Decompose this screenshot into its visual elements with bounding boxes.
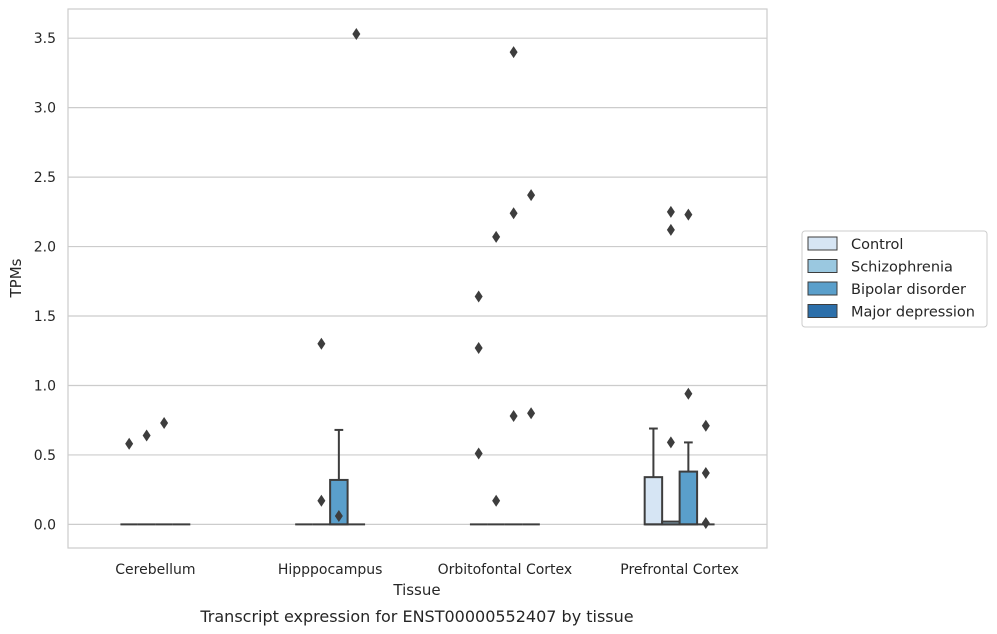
legend-swatch (807, 259, 838, 273)
y-tick-label: 1.5 (34, 309, 56, 325)
x-tick-label: Orbitofontal Cortex (438, 562, 573, 578)
outlier-point (509, 410, 518, 423)
legend-frame (801, 230, 988, 328)
x-tick-label: Cerebellum (115, 562, 195, 578)
outlier-point (474, 341, 483, 354)
outlier-point (509, 207, 518, 220)
outlier-point (492, 230, 501, 243)
outlier-point (684, 387, 693, 400)
outlier-point (334, 510, 343, 523)
legend-label: Control (851, 237, 903, 253)
y-tick-label: 3.5 (34, 31, 56, 47)
y-axis-title: TPMs (7, 258, 25, 298)
y-tick-label: 2.5 (34, 170, 56, 186)
legend-swatch (807, 304, 838, 318)
x-tick-label: Prefrontal Cortex (620, 562, 739, 578)
box-series (120, 427, 715, 526)
outlier-point (666, 436, 675, 449)
outlier-point (352, 28, 361, 41)
legend-label: Bipolar disorder (851, 282, 966, 298)
outlier-points (125, 28, 710, 529)
box-schizophrenia (661, 520, 681, 526)
outlier-point (317, 337, 326, 350)
legend-label: Major depression (851, 305, 975, 321)
box-body (643, 476, 664, 526)
outlier-point (701, 516, 710, 529)
outlier-point (492, 494, 501, 507)
y-tick-label: 3.0 (34, 101, 56, 117)
outlier-point (509, 46, 518, 59)
y-tick-label: 1.0 (34, 378, 56, 394)
outlier-point (125, 437, 134, 450)
chart-caption: Transcript expression for ENST0000055240… (199, 607, 633, 626)
y-tick-label: 0.5 (34, 448, 56, 464)
outlier-point (317, 494, 326, 507)
box-body (678, 470, 699, 526)
grid-lines (68, 37, 767, 525)
outlier-point (142, 429, 151, 442)
outlier-point (474, 447, 483, 460)
outlier-point (666, 223, 675, 236)
y-tick-label: 2.0 (34, 240, 56, 256)
x-axis-ticks: Cerebellum Hipppocampus Orbitofontal Corte… (115, 562, 739, 578)
outlier-point (701, 419, 710, 432)
legend-swatch (807, 236, 838, 251)
plot-area (68, 9, 767, 548)
outlier-point (684, 208, 693, 221)
outlier-point (666, 205, 675, 218)
box-bipolar-disorder (329, 428, 349, 526)
box-control (643, 427, 664, 526)
outlier-point (527, 407, 536, 420)
outlier-point (527, 189, 536, 202)
legend: Control Schizophrenia Bipolar disorder Majo… (801, 230, 988, 328)
y-axis-ticks: 0.0 0.5 1.0 1.5 2.0 2.5 3.0 3.5 (34, 31, 56, 533)
x-axis-title: Tissue (392, 581, 440, 599)
y-tick-label: 0.0 (34, 517, 56, 533)
outlier-point (701, 466, 710, 479)
x-tick-label: Hipppocampus (278, 562, 383, 578)
legend-label: Schizophrenia (851, 260, 953, 276)
outlier-point (474, 290, 483, 303)
plot-frame (67, 8, 768, 549)
box-bipolar-disorder (678, 441, 699, 526)
outlier-point (160, 416, 169, 429)
legend-swatch (807, 281, 838, 296)
